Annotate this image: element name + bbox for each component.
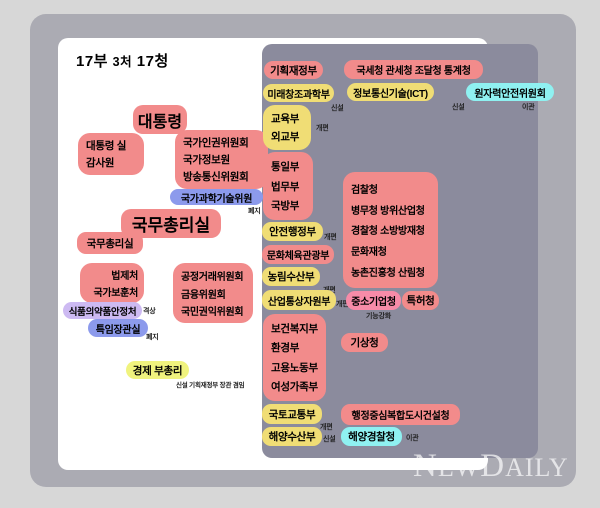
box-pm-office: 국무총리실 [77,232,143,254]
box-nuclear-safety-commission: 원자력안전위원회 [466,83,554,101]
diagram-title: 17부 3처 17청 [76,50,169,71]
label-president-office: 대통령 실 [86,140,127,152]
label-labor-ministry: 고용노동부 [271,361,318,374]
label-financial-commission: 금융위원회 [181,289,226,301]
note-economy-deputy-detail: 신설 기획재정부 장관 겸임 [176,382,245,389]
title-part2: 3처 [112,55,133,69]
label-environment-ministry: 환경부 [271,342,300,355]
box-president: 대통령 [133,105,187,134]
box-security-admin-ministry: 안전행정부 [262,222,323,241]
label-rural-forest-agencies: 농촌진흥청 산림청 [351,268,425,280]
box-admin-city-construction-agency: 행정중심복합도시건설청 [341,404,460,425]
label-defense-ministry: 국방부 [271,199,300,212]
box-legislation-veterans-group: 법제처 국가보훈처 [80,263,144,303]
box-president-office-group: 대통령 실 감사원 [78,133,144,175]
note-new-ict: 신설 [452,104,465,111]
note-upgraded-food-safety: 격상 [143,308,156,315]
box-patent-office: 특허청 [402,291,439,310]
label-gender-ministry: 여성가족부 [271,380,318,393]
note-new-msip: 신설 [331,105,344,112]
box-sme-agency: 중소기업청 [346,291,401,310]
label-education-ministry: 교육부 [271,113,300,125]
box-culture-ministry: 문화체육관광부 [262,245,334,264]
label-anticorruption-commission: 국민권익위원회 [181,306,244,318]
title-part1: 17부 [76,53,108,70]
note-strengthened-sme: 기능강화 [366,313,391,320]
watermark-letter: D [480,448,506,484]
label-unification-ministry: 통일부 [271,161,300,174]
watermark-letters: EW [437,453,481,482]
note-abolished-science-committee: 폐지 [248,208,261,215]
label-justice-ministry: 법무부 [271,180,300,193]
box-law-enforcement-agencies-group: 검찰청 병무청 방위산업청 경찰청 소방방재청 문화재청 농촌진흥청 산림청 [343,172,438,288]
label-health-ministry: 보건복지부 [271,323,318,336]
box-oceans-fisheries-ministry: 해양수산부 [262,427,322,446]
box-education-foreign-group: 교육부 외교부 [263,105,311,150]
box-special-minister-office: 특임장관실 [88,319,148,337]
label-cultural-heritage-agency: 문화재청 [351,247,387,259]
box-weather-agency: 기상청 [341,333,388,352]
label-intelligence-service: 국가정보원 [183,154,230,166]
note-abolished-special-minister: 폐지 [146,334,159,341]
label-prosecutors-office: 검찰청 [351,184,378,196]
note-transferred-nuclear: 이관 [522,104,535,111]
box-economy-deputy-pm: 경제 부총리 [126,361,189,379]
box-finance-ministry: 기획재정부 [264,61,323,79]
note-reorg-industry: 개편 [336,301,349,308]
label-fair-trade-commission: 공정거래위원회 [181,272,244,284]
label-audit-board: 감사원 [86,157,115,169]
label-police-fire-agencies: 경찰청 소방방재청 [351,226,425,238]
label-military-manpower-defense-acquisition: 병무청 방위산업청 [351,205,425,217]
label-broadcast-commission: 방송통신위원회 [183,171,249,183]
box-science-tech-committee: 국가과학기술위원 [170,189,263,205]
box-unification-justice-defense-group: 통일부 법무부 국방부 [263,152,313,220]
box-pm-committees-group: 공정거래위원회 금융위원회 국민권익위원회 [173,263,253,323]
box-future-science-ministry: 미래창조과학부 [263,84,334,102]
label-human-rights-commission: 국가인권위원회 [183,137,249,149]
box-president-committees: 국가인권위원회 국가정보원 방송통신위원회 [175,130,268,189]
label-foreign-ministry: 외교부 [271,131,300,143]
newdaily-watermark: NEWDAILY [413,450,569,483]
box-tax-customs-procurement-statistics: 국세청 관세청 조달청 통계청 [344,60,483,79]
watermark-letter: N [413,448,438,484]
watermark-letters: AILY [505,453,569,482]
note-reorg-education: 개편 [316,125,329,132]
box-health-env-labor-gender-group: 보건복지부 환경부 고용노동부 여성가족부 [263,314,326,401]
box-coast-guard: 해양경찰청 [341,427,402,446]
box-ict: 정보통신기술(ICT) [347,83,434,101]
label-veterans-affairs: 국가보훈처 [93,287,138,299]
box-food-drug-safety: 식품의약품안정처 [63,302,142,319]
box-agriculture-ministry: 농림수산부 [262,267,320,286]
note-reorg-security: 개편 [324,234,337,241]
box-land-transport-ministry: 국토교통부 [262,404,322,424]
note-transferred-coast-guard: 이관 [406,435,419,442]
note-reorg-land: 개편 [320,424,333,431]
label-legislation-ministry: 법제처 [111,271,138,283]
note-new-oceans: 신설 [323,436,336,443]
box-industry-ministry: 산업통상자원부 [262,290,336,310]
title-part3: 17청 [136,53,169,70]
